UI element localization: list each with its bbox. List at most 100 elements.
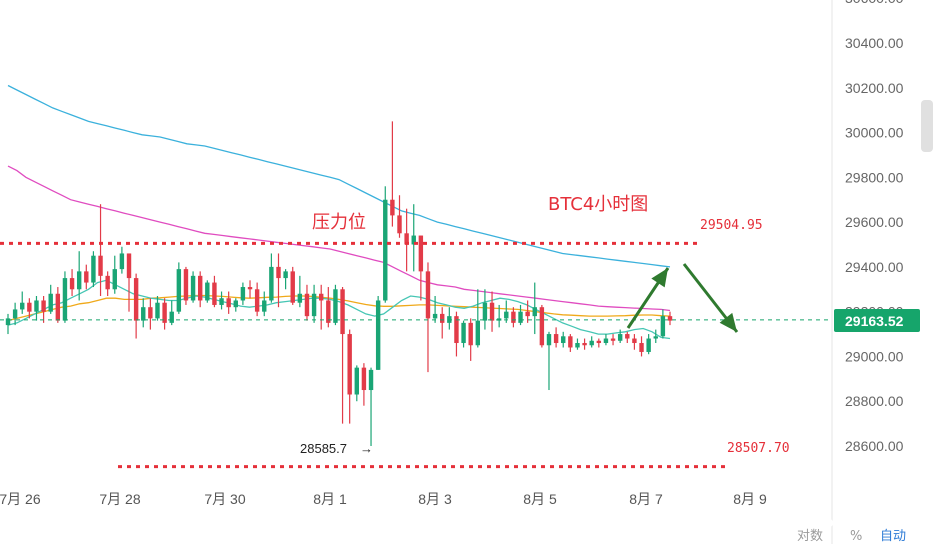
- candle-body: [326, 300, 331, 323]
- candle-body: [511, 311, 516, 323]
- candle-body: [269, 266, 274, 301]
- candle-body: [375, 300, 381, 370]
- candle-body: [347, 334, 352, 395]
- candle-body: [461, 322, 466, 344]
- candle-body: [639, 343, 644, 352]
- candle-body: [589, 340, 594, 346]
- candle-body: [546, 334, 552, 346]
- candle-body: [69, 278, 75, 290]
- candle-body: [91, 255, 96, 283]
- candle-body: [48, 293, 53, 312]
- ma-slow-line: [7, 165, 671, 312]
- low-marker-arrow-icon: →: [360, 441, 373, 456]
- candle-body: [311, 293, 317, 317]
- candle-body: [425, 271, 431, 319]
- x-tick-label: 8月 7: [629, 491, 663, 507]
- candle-body: [440, 313, 445, 323]
- low-marker-label: 28585.7: [300, 441, 347, 456]
- candle-body: [212, 282, 217, 305]
- candle-body: [397, 215, 402, 234]
- watermark: 搜狐号@币圈浮竹: [770, 513, 898, 532]
- y-tick-label: 30400.00: [845, 35, 904, 51]
- candle-body: [653, 336, 658, 339]
- candle-body: [119, 253, 125, 270]
- candle-body: [625, 334, 630, 339]
- candle-body: [112, 269, 117, 290]
- candle-body: [340, 289, 345, 335]
- candle-body: [468, 322, 473, 346]
- candle-body: [276, 266, 281, 279]
- candle-body: [532, 307, 537, 317]
- candle-body: [205, 282, 210, 301]
- candle-body: [617, 334, 623, 341]
- x-tick-label: 8月 1: [313, 491, 347, 507]
- y-tick-label: 30200.00: [845, 80, 904, 96]
- candle-body: [418, 235, 424, 272]
- candle-body: [169, 311, 174, 323]
- candle-body: [183, 269, 189, 301]
- chart-title: BTC4小时图: [548, 194, 648, 215]
- candle-body: [219, 298, 224, 305]
- candle-body: [126, 253, 132, 279]
- candle-body: [610, 338, 616, 341]
- y-tick-label: 28800.00: [845, 393, 904, 409]
- candle-body: [660, 316, 666, 337]
- moving-average-lines: [7, 84, 671, 340]
- x-tick-label: 7月 28: [99, 491, 140, 507]
- candle-body: [34, 300, 39, 312]
- y-tick-label: 30000.00: [845, 125, 904, 141]
- log-scale-toggle[interactable]: 对数: [797, 529, 823, 544]
- candle-body: [504, 311, 509, 319]
- ma-mid-line: [7, 294, 671, 322]
- candle-body: [176, 269, 182, 312]
- candle-body: [603, 338, 609, 344]
- candle-body: [553, 334, 559, 344]
- candle-body: [539, 307, 545, 346]
- x-tick-label: 7月 26: [0, 491, 41, 507]
- candle-body: [297, 293, 303, 303]
- x-axis-ticks: 7月 26 7月 28 7月 30 8月 1 8月 3 8月 5 8月 7 8月 9: [0, 491, 767, 507]
- candle-body: [20, 302, 25, 310]
- candle-body: [84, 271, 89, 283]
- scrollbar-thumb[interactable]: [921, 100, 933, 152]
- candle-body: [283, 271, 288, 279]
- candle-body: [596, 340, 602, 344]
- up-arrow-head: [651, 268, 668, 288]
- y-tick-label: 28600.00: [845, 438, 904, 454]
- candle-body: [489, 302, 495, 321]
- candle-body: [646, 338, 651, 352]
- candle-body: [568, 336, 573, 348]
- ma-long-line: [7, 84, 671, 268]
- candle-body: [141, 307, 146, 321]
- candle-body: [482, 302, 488, 321]
- candle-body: [404, 233, 409, 245]
- candle-body: [525, 311, 530, 317]
- candle-body: [105, 275, 110, 290]
- y-tick-label: 29600.00: [845, 214, 904, 230]
- candle-body: [561, 336, 566, 344]
- candle-body: [5, 318, 11, 326]
- candle-body: [76, 271, 82, 290]
- candle-body: [98, 255, 103, 276]
- percent-toggle[interactable]: %: [850, 529, 862, 544]
- y-tick-label: 29800.00: [845, 169, 904, 185]
- candle-body: [240, 287, 246, 301]
- candle-body: [475, 320, 481, 346]
- x-tick-label: 8月 9: [733, 491, 767, 507]
- down-arrow-head: [719, 312, 737, 332]
- x-tick-label: 7月 30: [204, 491, 245, 507]
- forecast-arrows: [626, 263, 739, 333]
- candle-body: [454, 316, 459, 344]
- candle-body: [27, 302, 32, 312]
- candle-body: [318, 293, 324, 301]
- candle-body: [55, 293, 61, 321]
- candle-body: [667, 316, 673, 321]
- candle-body: [290, 271, 295, 303]
- candle-body: [361, 367, 367, 391]
- candle-body: [432, 313, 438, 319]
- candle-body: [133, 278, 139, 321]
- auto-scale-toggle[interactable]: 自动: [880, 529, 906, 544]
- support-level-label: 28507.70: [727, 441, 790, 456]
- candle-body: [62, 278, 68, 321]
